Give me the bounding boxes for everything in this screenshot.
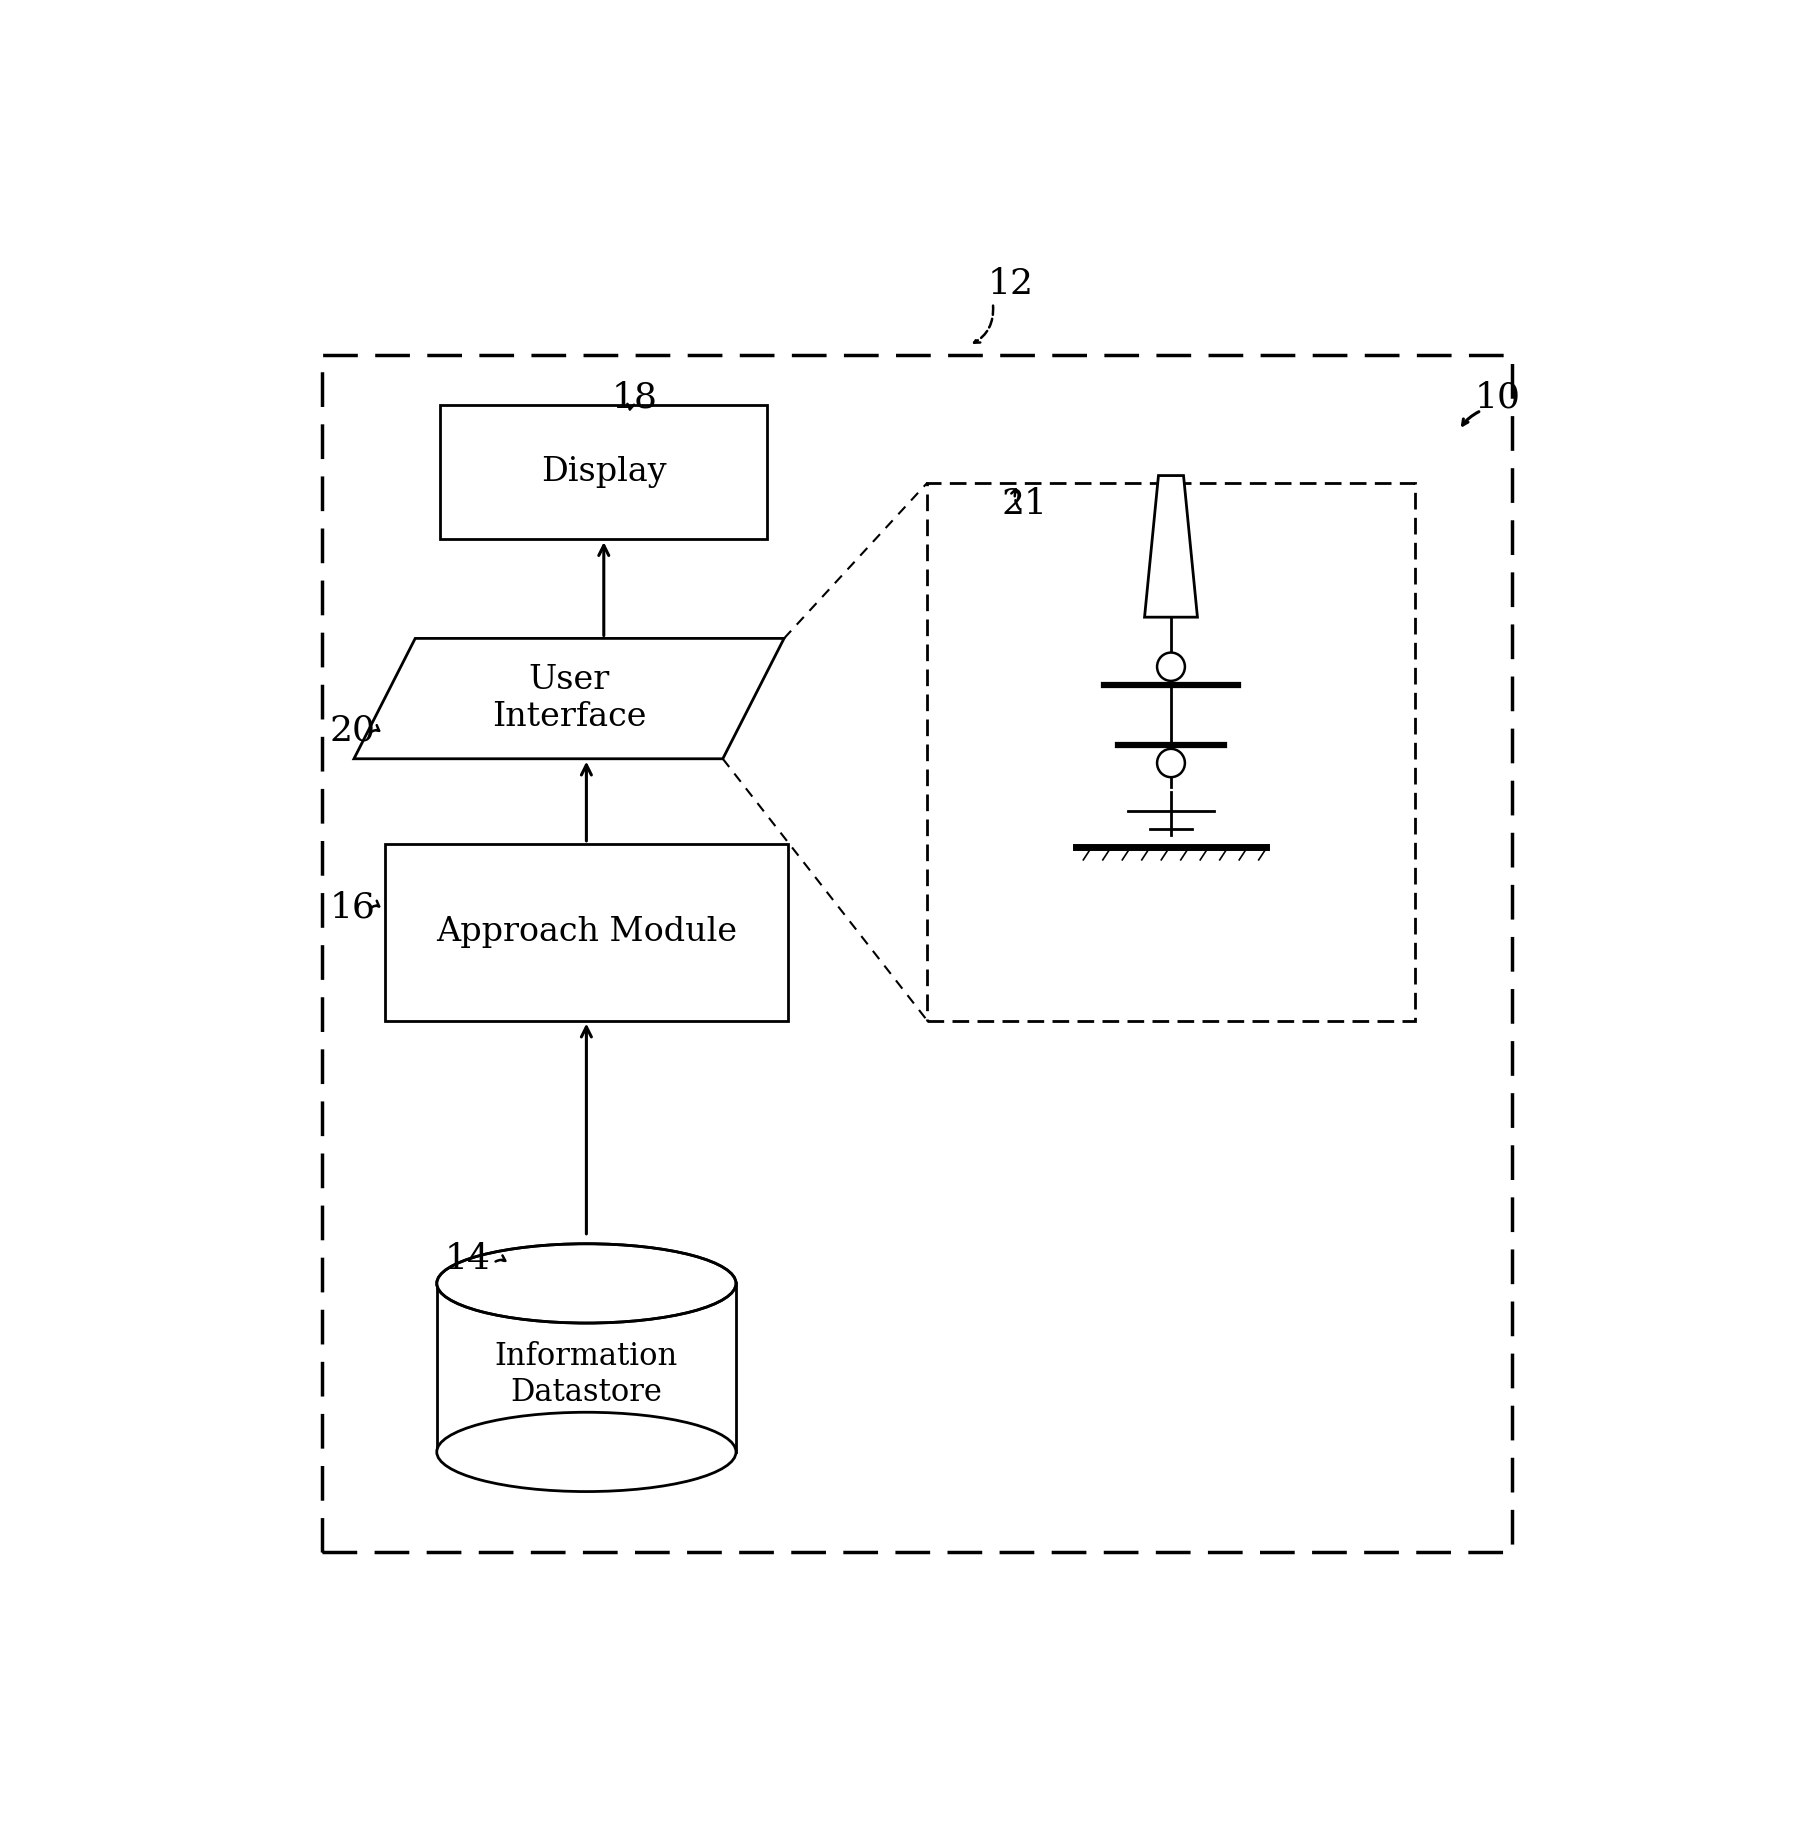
Circle shape (1157, 653, 1185, 680)
FancyBboxPatch shape (442, 1284, 731, 1453)
Text: 12: 12 (988, 267, 1034, 302)
Text: Approach Module: Approach Module (436, 916, 736, 949)
Text: 18: 18 (612, 381, 657, 414)
Text: 14: 14 (445, 1241, 490, 1276)
Text: 20: 20 (329, 714, 375, 747)
Text: Display: Display (541, 456, 666, 487)
Circle shape (1157, 748, 1185, 778)
Text: 16: 16 (330, 890, 375, 925)
FancyBboxPatch shape (927, 482, 1415, 1021)
Ellipse shape (436, 1243, 736, 1322)
Ellipse shape (436, 1412, 736, 1491)
Polygon shape (1144, 476, 1198, 618)
Polygon shape (354, 638, 785, 760)
FancyBboxPatch shape (321, 355, 1512, 1552)
Text: 10: 10 (1475, 381, 1521, 414)
FancyBboxPatch shape (440, 405, 767, 539)
Text: User
Interface: User Interface (492, 664, 647, 734)
Text: Information
Datastore: Information Datastore (494, 1341, 679, 1409)
Ellipse shape (440, 1247, 733, 1320)
FancyBboxPatch shape (384, 844, 788, 1021)
Text: 21: 21 (1002, 487, 1047, 520)
